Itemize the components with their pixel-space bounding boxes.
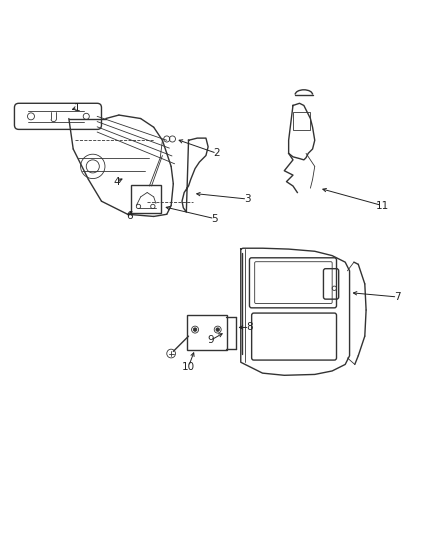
Text: 7: 7 <box>394 292 401 302</box>
Text: 8: 8 <box>246 322 253 333</box>
Circle shape <box>216 328 219 332</box>
Circle shape <box>193 328 197 332</box>
Text: 3: 3 <box>244 194 251 204</box>
Text: 11: 11 <box>375 200 389 211</box>
Text: 2: 2 <box>213 148 220 158</box>
Text: 5: 5 <box>212 214 218 224</box>
Text: 10: 10 <box>182 361 195 372</box>
Text: 1: 1 <box>74 103 81 112</box>
Text: 4: 4 <box>113 176 120 187</box>
Text: 6: 6 <box>127 212 133 221</box>
Text: 9: 9 <box>207 335 214 345</box>
